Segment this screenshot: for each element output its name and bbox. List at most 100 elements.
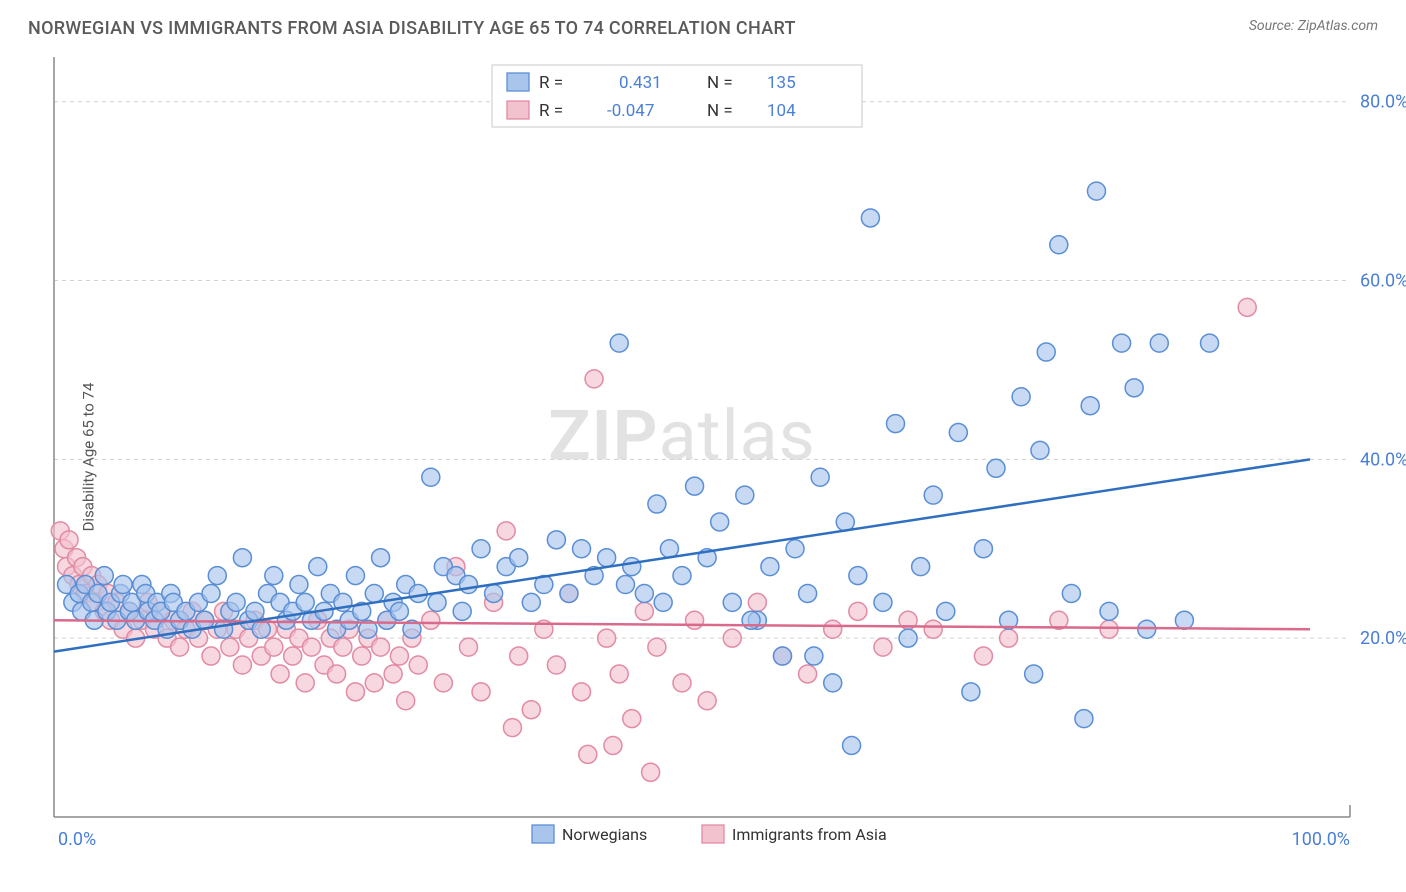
series-a-point	[836, 513, 854, 531]
series-a-point	[1087, 182, 1105, 200]
series-a-point	[1025, 665, 1043, 683]
series-b-point	[384, 665, 402, 683]
series-a-point	[849, 567, 867, 585]
series-b-point	[510, 647, 528, 665]
series-a-point	[1075, 710, 1093, 728]
stats-r-value-b: -0.047	[607, 101, 654, 121]
series-b-point	[60, 531, 78, 549]
series-a-point	[202, 584, 220, 602]
series-b-point	[1100, 620, 1118, 638]
stats-r-value-a: 0.431	[619, 73, 662, 93]
series-b-point	[648, 638, 666, 656]
series-a-point	[937, 602, 955, 620]
series-a-point	[453, 602, 471, 620]
series-a-point	[987, 459, 1005, 477]
series-b-point	[221, 638, 239, 656]
series-a-point	[799, 584, 817, 602]
series-a-point	[372, 549, 390, 567]
series-a-point	[560, 584, 578, 602]
series-b-point	[642, 763, 660, 781]
legend-swatch-a	[532, 825, 554, 843]
y-tick-label: 20.0%	[1360, 628, 1406, 649]
series-a-point	[265, 567, 283, 585]
series-a-point	[673, 567, 691, 585]
series-a-point	[962, 683, 980, 701]
series-b-point	[353, 647, 371, 665]
source-attribution: Source: ZipAtlas.com	[1249, 18, 1378, 34]
series-b-point	[1000, 629, 1018, 647]
series-a-point	[510, 549, 528, 567]
series-a-point	[805, 647, 823, 665]
series-a-point	[215, 620, 233, 638]
series-b-point	[346, 683, 364, 701]
series-a-point	[610, 334, 628, 352]
series-b-point	[604, 736, 622, 754]
series-a-point	[114, 576, 132, 594]
series-b-point	[573, 683, 591, 701]
series-b-point	[422, 611, 440, 629]
series-a-point	[623, 558, 641, 576]
series-a-point	[409, 584, 427, 602]
series-a-point	[1175, 611, 1193, 629]
series-a-point	[1062, 584, 1080, 602]
series-a-point	[390, 602, 408, 620]
series-b-point	[503, 719, 521, 737]
series-b-point	[799, 665, 817, 683]
series-a-point	[485, 584, 503, 602]
series-a-point	[786, 540, 804, 558]
chart-title: NORWEGIAN VS IMMIGRANTS FROM ASIA DISABI…	[28, 18, 796, 39]
series-a-point	[365, 584, 383, 602]
series-a-point	[1125, 379, 1143, 397]
y-tick-label: 40.0%	[1360, 449, 1406, 470]
stats-n-value-a: 135	[767, 73, 796, 93]
series-b-point	[372, 638, 390, 656]
series-b-point	[673, 674, 691, 692]
series-a-point	[974, 540, 992, 558]
series-b-point	[497, 522, 515, 540]
series-a-point	[761, 558, 779, 576]
series-a-point	[616, 576, 634, 594]
series-a-point	[887, 415, 905, 433]
series-a-point	[1081, 397, 1099, 415]
stats-swatch-b	[507, 101, 529, 119]
series-b-point	[1238, 298, 1256, 316]
series-a-point	[346, 567, 364, 585]
series-b-point	[610, 665, 628, 683]
series-a-point	[648, 495, 666, 513]
series-a-point	[208, 567, 226, 585]
series-b-point	[302, 638, 320, 656]
series-a-point	[773, 647, 791, 665]
series-b-point	[547, 656, 565, 674]
series-a-point	[654, 593, 672, 611]
stats-r-label-b: R =	[539, 101, 563, 121]
x-tick-max: 100.0%	[1292, 829, 1350, 850]
stats-n-label-a: N =	[707, 73, 733, 93]
series-b-point	[271, 665, 289, 683]
series-a-point	[309, 558, 327, 576]
y-axis-label: Disability Age 65 to 74	[79, 383, 97, 532]
series-b-point	[171, 638, 189, 656]
series-a-point	[296, 593, 314, 611]
series-b-point	[974, 647, 992, 665]
series-b-point	[397, 692, 415, 710]
y-tick-label: 60.0%	[1360, 271, 1406, 292]
series-a-point	[711, 513, 729, 531]
series-b-point	[723, 629, 741, 647]
series-a-point	[686, 477, 704, 495]
series-b-point	[202, 647, 220, 665]
series-a-point	[1100, 602, 1118, 620]
stats-n-value-b: 104	[767, 101, 796, 121]
series-b-point	[459, 638, 477, 656]
series-a-point	[598, 549, 616, 567]
series-a-point	[874, 593, 892, 611]
series-b-point	[748, 593, 766, 611]
series-b-point	[328, 665, 346, 683]
series-b-point	[635, 602, 653, 620]
series-b-point	[824, 620, 842, 638]
series-a-point	[573, 540, 591, 558]
series-b-point	[265, 638, 283, 656]
series-b-point	[409, 656, 427, 674]
series-b-point	[585, 370, 603, 388]
series-a-point	[742, 611, 760, 629]
series-b-point	[522, 701, 540, 719]
